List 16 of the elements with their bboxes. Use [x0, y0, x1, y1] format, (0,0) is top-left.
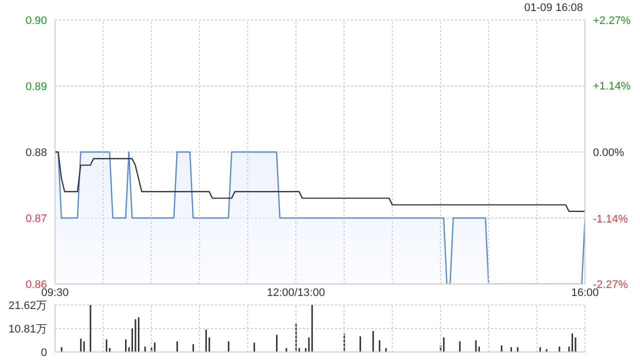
y-tick-label: 0.90	[26, 15, 47, 27]
y2-tick-label: +2.27%	[593, 15, 631, 27]
y-tick-label: 21.62万	[8, 300, 47, 312]
x-tick-label: 12:00/13:00	[266, 287, 325, 299]
y-tick-label: 10.81万	[8, 324, 47, 336]
y2-tick-label: 0.00%	[593, 147, 624, 159]
y2-tick-label: +1.14%	[593, 80, 631, 93]
text: 01-09 16:08	[524, 2, 583, 14]
y2-tick-label: -1.14%	[593, 213, 628, 226]
line-series	[55, 151, 585, 212]
y-tick-label: 0.88	[26, 147, 47, 159]
x-tick-label: 09:30	[41, 287, 69, 299]
y-tick-label: 0.89	[26, 81, 47, 93]
x-tick-label: 16:00	[571, 287, 599, 299]
y-tick-label: 0.87	[26, 213, 47, 225]
y-tick-label: 0	[40, 347, 47, 359]
